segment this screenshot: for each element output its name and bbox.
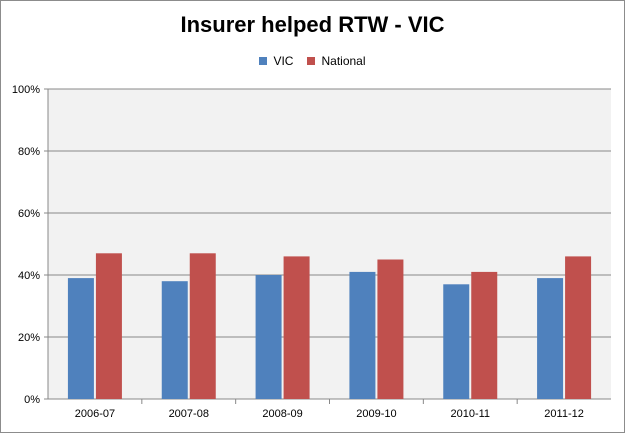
legend-item-vic: VIC [259,54,293,68]
bar-vic-2008-09 [255,275,282,399]
legend-item-national: National [307,54,366,68]
bar-national-2006-07 [95,253,122,399]
bar-vic-2010-11 [443,284,470,399]
legend-swatch-vic [259,57,268,65]
bar-national-2011-12 [565,256,592,399]
bar-national-2008-09 [283,256,310,399]
bar-vic-2009-10 [349,271,376,399]
x-tick-label: 2010-11 [450,408,490,420]
legend-label-vic: VIC [273,54,294,68]
y-tick-label: 20% [18,332,40,344]
x-tick-label: 2008-09 [262,408,302,420]
bar-national-2007-08 [189,253,216,399]
x-tick-label: 2007-08 [169,408,209,420]
bar-national-2009-10 [377,259,404,399]
bar-vic-2011-12 [537,278,564,399]
plot-area [48,89,611,399]
bar-national-2010-11 [471,271,498,399]
chart-legend: VIC National [0,54,625,68]
legend-swatch-national [307,57,316,65]
y-tick-label: 0% [24,394,40,406]
x-tick-label: 2006-07 [75,408,115,420]
bar-vic-2006-07 [67,278,94,399]
y-tick-label: 100% [12,84,40,96]
legend-label-national: National [321,54,366,68]
y-tick-label: 60% [18,208,40,220]
x-tick-label: 2009-10 [356,408,396,420]
chart-title: Insurer helped RTW - VIC [180,12,445,37]
y-tick-label: 40% [18,270,40,282]
x-tick-label: 2011-12 [544,408,584,420]
bar-vic-2007-08 [161,281,188,399]
y-tick-label: 80% [18,146,40,158]
